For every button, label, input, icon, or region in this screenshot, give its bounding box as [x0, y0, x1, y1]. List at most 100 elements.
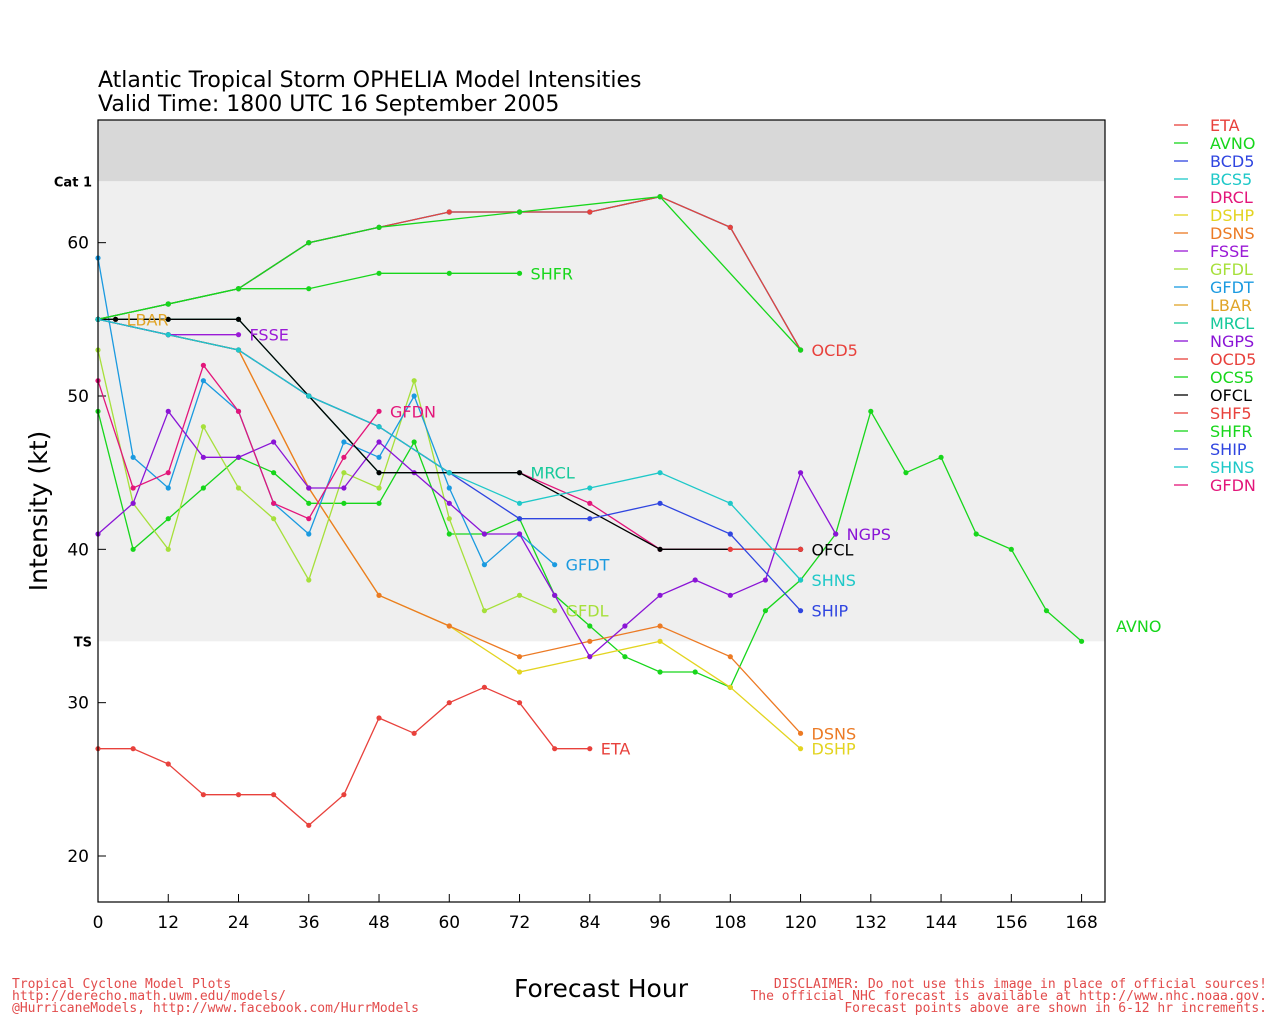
x-tick-label-168: 168 [1065, 913, 1097, 933]
point-eta-72 [516, 700, 523, 706]
point-ofcl-96 [657, 546, 663, 552]
point-dsns-120 [797, 730, 804, 736]
point-gfdl-42 [341, 470, 347, 476]
point-ngps-78 [552, 592, 558, 598]
point-gfdt-18 [200, 378, 206, 384]
point-gfdt-78 [552, 562, 558, 568]
end-label-shns: SHNS [812, 571, 856, 590]
legend-label-ocs5: OCS5 [1210, 368, 1254, 387]
point-gfdt-6 [130, 454, 136, 460]
point-eta-12 [165, 761, 171, 767]
point-avno-12 [165, 516, 171, 522]
x-tick-label-156: 156 [995, 913, 1027, 933]
x-tick-label-12: 12 [157, 913, 179, 933]
point-eta-66 [481, 684, 488, 690]
point-ngps-6 [130, 500, 136, 506]
end-label-gfdt: GFDT [566, 556, 610, 575]
chart-subtitle: Valid Time: 1800 UTC 16 September 2005 [98, 92, 559, 117]
x-tick-label-108: 108 [714, 913, 746, 933]
point-shns-24 [235, 347, 242, 353]
point-gfdt-54 [411, 393, 417, 399]
series-shns [95, 316, 804, 583]
point-ocs5-36 [306, 240, 312, 246]
point-ngps-36 [306, 485, 312, 491]
point-eta-78 [552, 746, 558, 752]
x-tick-label-144: 144 [925, 913, 957, 933]
legend-label-dsns: DSNS [1210, 224, 1255, 243]
end-label-gfdl: GFDL [566, 602, 609, 621]
end-label-fsse: FSSE [250, 326, 289, 345]
point-ocd5-60 [446, 209, 452, 215]
point-gfdn-48 [376, 408, 382, 414]
point-ngps-96 [657, 592, 663, 598]
point-ngps-42 [341, 485, 347, 491]
point-avno-84 [587, 623, 593, 629]
line-ngps [97, 409, 837, 658]
point-avno-6 [130, 546, 136, 552]
point-dsns-48 [376, 592, 382, 598]
point-ship-120 [797, 608, 804, 614]
point-ship-96 [657, 500, 663, 506]
point-ocs5-72 [516, 209, 523, 215]
point-eta-54 [411, 730, 417, 736]
legend-label-shfr: SHFR [1210, 422, 1253, 441]
point-avno-162 [1043, 608, 1050, 614]
legend: ETAAVNOBCD5BCS5DRCLDSHPDSNSFSSEGFDLGFDTL… [1174, 116, 1256, 495]
point-gfdl-66 [481, 608, 488, 614]
band-label-cat-1: Cat 1 [54, 175, 92, 190]
point-ocs5-48 [376, 224, 382, 230]
point-avno-138 [903, 470, 909, 476]
point-ngps-12 [165, 408, 171, 414]
point-ofcl-48 [376, 470, 382, 476]
legend-label-gfdl: GFDL [1210, 260, 1253, 279]
point-avno-96 [657, 669, 663, 675]
point-ofcl-3 [112, 316, 119, 322]
footer-disclaimer-2: The official NHC forecast is available a… [750, 989, 1267, 1004]
point-ocs5-96 [657, 194, 663, 200]
end-label-shfr: SHFR [531, 264, 574, 283]
end-label-gfdn: GFDN [390, 402, 436, 421]
point-avno-132 [868, 408, 874, 414]
point-gfdt-36 [306, 531, 312, 537]
point-gfdn-42 [341, 454, 347, 460]
legend-label-ship: SHIP [1210, 440, 1247, 459]
point-avno-30 [271, 470, 277, 476]
point-avno-18 [200, 485, 206, 491]
point-ocd5-108 [727, 224, 733, 230]
point-shfr-36 [306, 286, 312, 292]
point-eta-48 [376, 715, 382, 721]
point-gfdn-36 [306, 516, 312, 522]
end-label-ocd5: OCD5 [812, 341, 858, 360]
legend-label-ngps: NGPS [1210, 332, 1254, 351]
point-ngps-30 [271, 439, 277, 445]
point-dsns-60 [446, 623, 452, 629]
band-hurricane [98, 120, 1105, 182]
end-label-lbar: LBAR [127, 310, 169, 329]
point-ngps-102 [692, 577, 698, 583]
point-ship-108 [727, 531, 733, 537]
point-shns-72 [516, 500, 523, 506]
footer-credit-1: Tropical Cyclone Model Plots [12, 977, 231, 992]
point-gfdn-30 [271, 500, 277, 506]
footer-disclaimer-1: DISCLAIMER: Do not use this image in pla… [774, 977, 1267, 992]
x-tick-label-96: 96 [649, 913, 671, 933]
line-gfdl [97, 349, 555, 612]
end-label-dshp: DSHP [812, 740, 857, 759]
point-avno-60 [446, 531, 452, 537]
point-avno-150 [973, 531, 979, 537]
point-shns-36 [306, 393, 312, 399]
point-gfdl-54 [411, 378, 417, 384]
point-dshp-108 [727, 684, 733, 690]
point-avno-168 [1078, 638, 1085, 644]
point-ocd5-84 [587, 209, 593, 215]
x-tick-label-72: 72 [509, 913, 531, 933]
point-shns-48 [376, 424, 382, 430]
point-fsse-24 [235, 332, 242, 338]
band-tropical-storm [98, 181, 1105, 642]
point-ofcl-72 [516, 470, 523, 476]
y-tick-label-60: 60 [67, 234, 89, 254]
point-gfdl-72 [516, 592, 523, 598]
point-gfdl-48 [376, 485, 382, 491]
point-gfdn-12 [165, 470, 171, 476]
